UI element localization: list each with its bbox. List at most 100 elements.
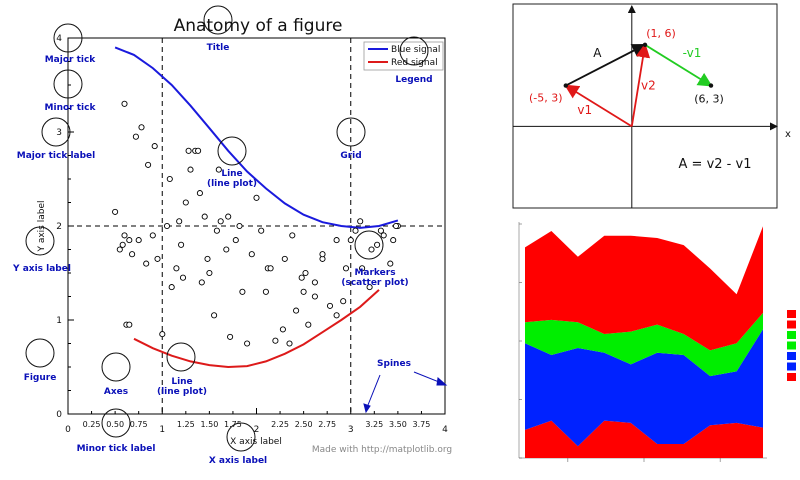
annotation-markers: Markers (scatter plot) bbox=[341, 268, 408, 288]
scatter-point bbox=[377, 227, 384, 234]
scatter-point bbox=[204, 255, 211, 262]
vector-A bbox=[565, 43, 647, 87]
scatter-point bbox=[232, 237, 239, 244]
annotation-line-red: Line (line plot) bbox=[157, 377, 207, 397]
x-minor-tick-label: 1.25 bbox=[177, 420, 195, 429]
stacked-area-panel bbox=[505, 212, 800, 480]
annotation-line-part: Line bbox=[221, 169, 242, 179]
red-signal-line bbox=[133, 289, 380, 369]
annotation-y-axis-label: Y axis label bbox=[12, 264, 71, 274]
scatter-point bbox=[267, 265, 274, 272]
annotation-line-part: Line bbox=[171, 377, 192, 387]
anatomy-figure-svg: Anatomy of a figure 0 1 2 3 4 0.25 0.50 0.75 1.2… bbox=[12, 5, 452, 466]
scatter-point bbox=[149, 232, 156, 239]
annotation-line-part: (line plot) bbox=[157, 387, 207, 397]
y-major-tick-label: 1 bbox=[56, 316, 62, 326]
y-major-tick-label: 3 bbox=[56, 128, 62, 138]
scatter-point bbox=[196, 190, 203, 197]
scatter-point bbox=[126, 237, 133, 244]
area-legend bbox=[787, 310, 796, 381]
circle-grid bbox=[336, 117, 366, 147]
scatter-point bbox=[319, 251, 326, 258]
scatter-point bbox=[225, 213, 232, 220]
vector-v1 bbox=[564, 84, 633, 128]
legend-label-red: Red signal bbox=[391, 58, 438, 68]
scatter-point bbox=[374, 241, 381, 248]
scatter-point bbox=[213, 227, 220, 234]
diagram-equation: A = v2 - v1 bbox=[679, 157, 752, 172]
annotation-axes: Axes bbox=[104, 387, 128, 397]
circle-x-axis-label bbox=[226, 422, 256, 452]
scatter-point bbox=[151, 143, 158, 150]
area-legend-swatch bbox=[787, 341, 796, 350]
scatter-point bbox=[253, 194, 260, 201]
area-legend-swatch bbox=[787, 352, 796, 360]
circle-figure bbox=[25, 338, 55, 368]
annotation-grid: Grid bbox=[340, 151, 361, 161]
scatter-point bbox=[126, 321, 133, 328]
x-major-tick-label: 3 bbox=[348, 425, 354, 435]
area-legend-swatch bbox=[787, 373, 796, 381]
annotation-figure: Figure bbox=[24, 373, 57, 383]
annotation-legend: Legend bbox=[395, 75, 432, 85]
diagram-frame bbox=[512, 3, 778, 209]
scatter-point bbox=[368, 246, 375, 253]
area-legend-swatch bbox=[787, 331, 796, 339]
scatter-point bbox=[163, 222, 171, 230]
scatter-point bbox=[311, 279, 318, 286]
annotation-minor-tick: Minor tick bbox=[45, 103, 97, 113]
diagram-point bbox=[642, 42, 648, 47]
x-minor-tick-label: 1.75 bbox=[224, 420, 242, 429]
annotation-x-axis-label: X axis label bbox=[209, 456, 267, 466]
circle-minor-tick-label bbox=[101, 408, 131, 438]
scatter-point bbox=[135, 237, 142, 244]
scatter-point bbox=[145, 161, 152, 168]
scatter-point bbox=[159, 331, 166, 338]
vector-label: v2 bbox=[641, 79, 656, 93]
scatter-point bbox=[198, 279, 205, 286]
diagram-points: (1, 6) (-5, 3) (6, 3) bbox=[529, 27, 724, 106]
scatter-point bbox=[121, 100, 128, 107]
scatter-point bbox=[236, 222, 243, 230]
scatter-point bbox=[359, 265, 366, 272]
vector-v2 bbox=[630, 43, 651, 127]
anatomy-figure-panel: Anatomy of a figure 0 1 2 3 4 0.25 0.50 0.75 1.2… bbox=[12, 5, 452, 466]
diagram-point bbox=[708, 83, 714, 88]
annotation-minor-tick-label: Minor tick label bbox=[77, 444, 156, 454]
scatter-point bbox=[223, 246, 230, 253]
y-major-tick-label: 2 bbox=[56, 222, 62, 232]
diagram-point-label: (6, 3) bbox=[694, 93, 724, 106]
scatter-point bbox=[342, 265, 350, 272]
x-minor-tick-label: 2.50 bbox=[295, 420, 313, 429]
area-legend-swatch bbox=[787, 362, 796, 371]
scatter-point bbox=[178, 241, 185, 248]
scatter-point bbox=[272, 337, 279, 344]
spines-arrows bbox=[363, 371, 448, 414]
annotation-line-part: (line plot) bbox=[207, 179, 257, 189]
scatter-point bbox=[154, 255, 161, 262]
scatter-point bbox=[239, 288, 246, 295]
y-major-tick-label: 4 bbox=[56, 34, 62, 44]
annotation-title: Title bbox=[207, 43, 230, 53]
scatter-point bbox=[302, 269, 309, 277]
scatter-point bbox=[347, 237, 354, 244]
area-legend-swatch bbox=[787, 320, 796, 329]
scatter-point bbox=[201, 213, 208, 220]
circle-markers bbox=[354, 230, 384, 260]
x-axis-label: X axis label bbox=[230, 437, 282, 447]
scatter-point bbox=[176, 218, 183, 225]
scatter-point bbox=[333, 312, 340, 319]
scatter-point bbox=[390, 237, 397, 244]
circle-major-tick bbox=[53, 23, 83, 53]
annotation-circles bbox=[25, 5, 429, 452]
grid bbox=[68, 38, 445, 414]
x-minor-tick-label: 0.25 bbox=[83, 420, 101, 429]
scatter-point bbox=[227, 333, 234, 340]
x-minor-tick-label: 3.25 bbox=[365, 420, 383, 429]
scatter-point bbox=[305, 321, 312, 328]
x-major-tick-label: 0 bbox=[65, 425, 71, 435]
scatter-point bbox=[380, 232, 387, 239]
scatter-point bbox=[173, 265, 180, 272]
scatter-point bbox=[281, 255, 288, 262]
watermark: Made with http://matplotlib.org bbox=[312, 445, 452, 455]
